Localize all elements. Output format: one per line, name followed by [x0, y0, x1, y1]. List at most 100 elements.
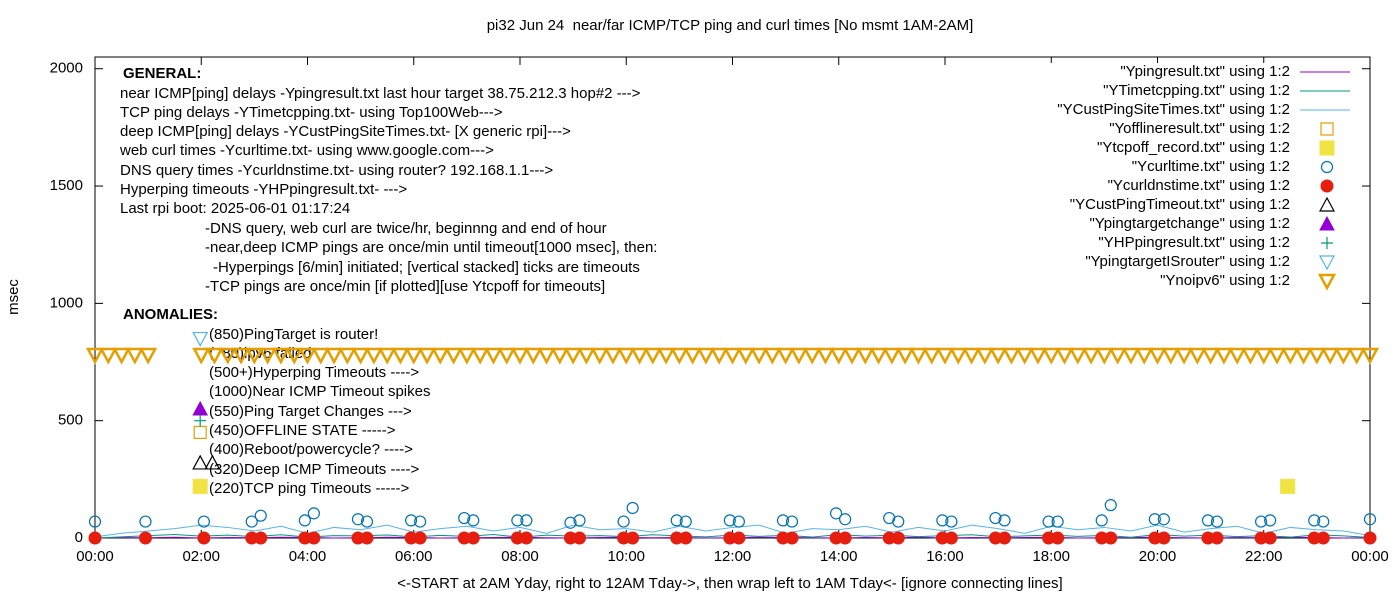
point [785, 531, 799, 545]
point [324, 347, 344, 365]
legend-bg [1030, 272, 1350, 291]
annotation: (500+)Hyperping Timeouts ----> [209, 364, 419, 381]
point [1082, 347, 1101, 365]
legend-label: "Ypingresult.txt" using 1:2 [1120, 63, 1290, 80]
point [307, 531, 321, 545]
x-tick-label: 08:00 [501, 548, 539, 565]
point [1264, 514, 1277, 527]
point [1360, 347, 1380, 365]
legend-marker [1317, 273, 1337, 291]
point [1157, 513, 1170, 526]
legend-label: "YTimetcpping.txt" using 1:2 [1103, 82, 1290, 99]
point [975, 347, 994, 365]
point [789, 347, 808, 365]
legend-label: "Ytcpoff_record.txt" using 1:2 [1097, 139, 1290, 156]
point [139, 515, 152, 528]
point [803, 347, 822, 365]
point [88, 515, 102, 528]
x-tick-label: 22:00 [1245, 548, 1283, 565]
point [1281, 347, 1300, 365]
point [519, 531, 533, 545]
point [138, 531, 152, 545]
point [732, 515, 745, 528]
point [1135, 347, 1154, 365]
point [1157, 531, 1171, 545]
point [192, 331, 209, 347]
point [573, 514, 586, 527]
point [732, 531, 746, 545]
y-tick-label: 0 [75, 529, 83, 546]
legend-marker [1318, 255, 1336, 271]
point [1015, 347, 1034, 365]
legend-bg [1030, 158, 1350, 177]
point [218, 347, 237, 365]
point [723, 347, 742, 365]
point [643, 347, 662, 365]
point [458, 511, 471, 525]
point [998, 531, 1011, 545]
point [197, 515, 211, 528]
annotation: TCP ping delays -YTimetcpping.txt- using… [120, 104, 503, 121]
point [307, 507, 320, 520]
point [617, 347, 636, 365]
point [204, 454, 221, 470]
point [192, 454, 209, 470]
legend-label: "YCustPingTimeout.txt" using 1:2 [1070, 196, 1290, 213]
point [139, 347, 158, 365]
point [723, 514, 736, 527]
point [829, 507, 843, 520]
point [404, 514, 418, 527]
point [1055, 347, 1074, 365]
point [193, 425, 207, 440]
point [1294, 347, 1313, 365]
point [1188, 347, 1207, 365]
point [1104, 531, 1118, 545]
legend-bg [1030, 177, 1350, 196]
point [1363, 531, 1377, 545]
point [1214, 347, 1233, 365]
legend-bg [1030, 234, 1350, 253]
point [1042, 515, 1055, 528]
point [1347, 347, 1366, 365]
point [192, 478, 208, 494]
point [785, 515, 799, 528]
point [404, 347, 423, 365]
point [1174, 347, 1194, 365]
x-tick-label: 18:00 [1032, 548, 1070, 565]
legend-marker [1319, 140, 1335, 156]
point [1028, 347, 1048, 365]
point [1002, 347, 1021, 365]
point [776, 514, 790, 527]
point [1121, 347, 1141, 365]
point [125, 347, 144, 365]
point [1068, 347, 1087, 365]
x-tick-label: 00:00 [76, 548, 114, 565]
point [484, 347, 503, 365]
annotation: -Hyperpings [6/min] initiated; [vertical… [213, 259, 640, 276]
point [360, 515, 374, 528]
x-tick-label: 20:00 [1139, 548, 1177, 565]
legend-bg [1030, 82, 1350, 101]
point [471, 347, 490, 365]
point [1317, 515, 1330, 528]
point [1228, 347, 1247, 365]
annotation: -DNS query, web curl are twice/hr, begin… [205, 220, 607, 237]
legend-label: "Ypingtargetchange" using 1:2 [1089, 215, 1290, 232]
point [99, 347, 118, 365]
point [537, 347, 556, 365]
point [630, 347, 649, 365]
point [603, 347, 623, 365]
point [710, 347, 729, 365]
annotation: -TCP pings are once/min [if plotted][use… [205, 278, 605, 295]
point [573, 531, 586, 545]
point [232, 347, 251, 365]
point [736, 347, 755, 365]
point [467, 514, 480, 527]
point [564, 347, 583, 365]
y-tick-label: 2000 [50, 60, 83, 77]
point [1051, 531, 1065, 545]
point [351, 513, 365, 526]
point [922, 347, 941, 365]
annotation: (320)Deep ICMP Timeouts ----> [209, 461, 419, 478]
legend-bg [1030, 101, 1350, 120]
